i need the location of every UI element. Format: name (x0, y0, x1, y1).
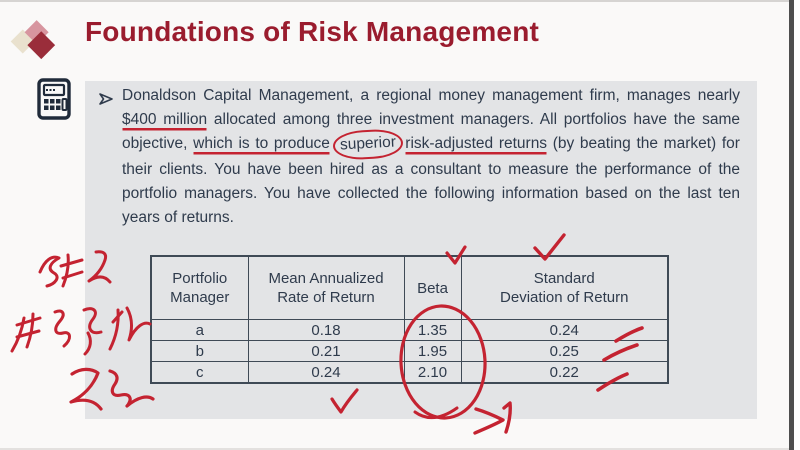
column-header-beta: Beta (403, 255, 462, 320)
cell-beta: 1.35 (403, 319, 462, 341)
slide-right-edge-bar (789, 0, 794, 450)
page-title: Foundations of Risk Management (85, 16, 540, 47)
cell-std-dev: 0.25 (460, 340, 669, 362)
cell-std-dev: 0.22 (460, 361, 669, 384)
column-header-portfolio-manager: Portfolio Manager (150, 255, 249, 320)
calculator-icon (37, 78, 71, 120)
slide-top-edge (0, 0, 800, 2)
cell-beta: 1.95 (403, 340, 462, 362)
slide-right-margin (794, 0, 800, 450)
cell-beta: 2.10 (403, 361, 462, 384)
paragraph-text: (by beating the market) for their client… (122, 135, 740, 227)
table-row-c: c 0.24 2.10 0.22 (150, 361, 669, 384)
arrowhead-bullet-icon (99, 93, 113, 105)
cell-mean-return: 0.21 (247, 340, 405, 362)
paragraph-text: allocated among three investment manager… (122, 111, 740, 153)
column-header-mean-return: Mean Annualized Rate of Return (247, 255, 405, 320)
annotated-red-circle: superior (331, 128, 404, 162)
annotated-red-underline: $400 million (122, 111, 208, 129)
paragraph-text: Donaldson Capital Management, a regional… (122, 87, 740, 104)
cell-mean-return: 0.24 (247, 361, 405, 384)
table-row-b: b 0.21 1.95 0.25 (150, 340, 669, 362)
table-row-a: a 0.18 1.35 0.24 (150, 319, 669, 341)
table-header-row: Portfolio Manager Mean Annualized Rate o… (150, 255, 669, 320)
slide-bottom-edge (0, 448, 800, 450)
cell-manager: b (150, 340, 249, 362)
cell-manager: c (150, 361, 249, 384)
cell-mean-return: 0.18 (247, 319, 405, 341)
case-paragraph: Donaldson Capital Management, a regional… (122, 84, 740, 230)
diamond-logo-icon (10, 20, 56, 60)
cell-manager: a (150, 319, 249, 341)
annotated-red-underline: which is to produce (193, 135, 330, 153)
cell-std-dev: 0.24 (460, 319, 669, 341)
annotated-red-underline: risk-adjusted returns (405, 135, 548, 153)
column-header-standard-deviation: Standard Deviation of Return (460, 255, 669, 320)
portfolio-table: Portfolio Manager Mean Annualized Rate o… (150, 255, 669, 384)
